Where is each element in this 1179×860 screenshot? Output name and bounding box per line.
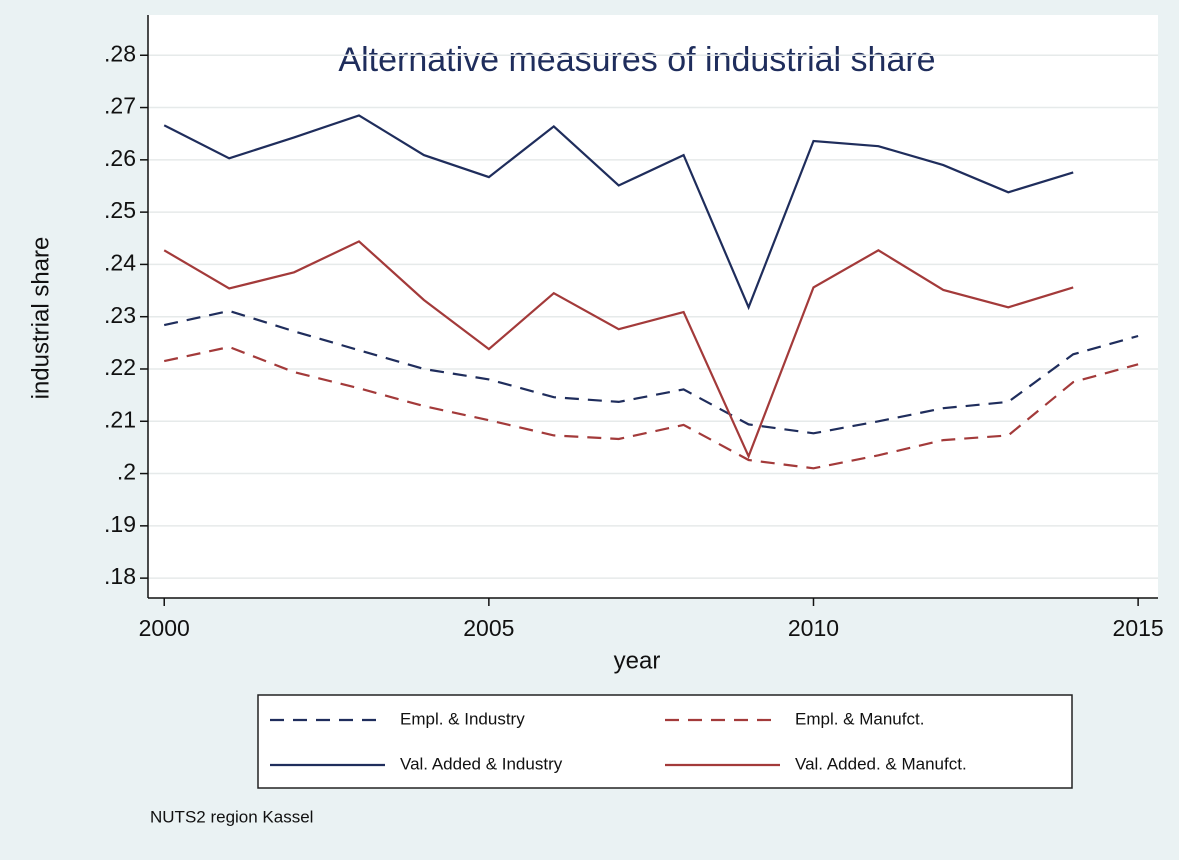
note: NUTS2 region Kassel <box>150 807 313 826</box>
y-tick-label: .27 <box>104 93 136 119</box>
series-line <box>163 345 1139 470</box>
y-tick-label: .19 <box>104 511 136 537</box>
chart-title: Alternative measures of industrial share <box>338 41 935 79</box>
x-tick-label: 2000 <box>139 615 190 641</box>
series-line <box>163 240 1074 460</box>
legend-label: Val. Added. & Manufct. <box>795 754 967 773</box>
legend-label: Val. Added & Industry <box>400 754 563 773</box>
plot-area <box>148 15 1158 598</box>
x-tick-label: 2015 <box>1113 615 1164 641</box>
x-axis-label: year <box>614 647 661 674</box>
y-tick-label: .24 <box>104 249 136 275</box>
y-tick-label: .22 <box>104 354 136 380</box>
y-tick-label: .28 <box>104 40 136 66</box>
y-tick-label: .25 <box>104 197 136 223</box>
series-line <box>163 309 1139 435</box>
series-line <box>163 114 1074 311</box>
y-tick-label: .2 <box>117 459 136 485</box>
y-tick-label: .26 <box>104 145 136 171</box>
y-tick-label: .23 <box>104 302 136 328</box>
x-tick-label: 2010 <box>788 615 839 641</box>
x-tick-label: 2005 <box>463 615 514 641</box>
legend-label: Empl. & Industry <box>400 709 525 728</box>
legend <box>257 694 1073 789</box>
legend-label: Empl. & Manufct. <box>795 709 924 728</box>
y-axis-label: industrial share <box>27 237 54 400</box>
y-tick-label: .18 <box>104 563 136 589</box>
y-tick-label: .21 <box>104 406 136 432</box>
